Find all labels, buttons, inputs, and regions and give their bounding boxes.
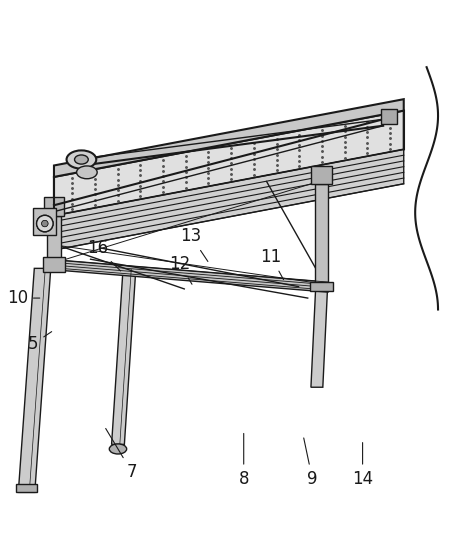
Text: 7: 7 (106, 428, 137, 481)
Text: 5: 5 (28, 332, 51, 353)
Text: 9: 9 (303, 438, 317, 488)
Circle shape (41, 220, 48, 227)
Text: 12: 12 (169, 255, 191, 284)
Polygon shape (42, 257, 65, 271)
Polygon shape (54, 149, 403, 250)
Polygon shape (54, 99, 403, 177)
Ellipse shape (109, 444, 126, 454)
Polygon shape (17, 484, 37, 492)
Polygon shape (309, 282, 332, 291)
Polygon shape (311, 166, 331, 184)
Polygon shape (380, 109, 396, 124)
Polygon shape (47, 216, 61, 259)
Polygon shape (310, 291, 327, 387)
Text: 14: 14 (351, 442, 372, 488)
Polygon shape (44, 198, 64, 216)
Polygon shape (18, 269, 50, 492)
Polygon shape (314, 184, 328, 282)
Ellipse shape (67, 150, 96, 169)
Polygon shape (54, 110, 403, 216)
Polygon shape (47, 259, 328, 292)
Polygon shape (112, 269, 135, 445)
Text: 8: 8 (238, 433, 248, 488)
Ellipse shape (77, 166, 97, 179)
Text: 13: 13 (180, 228, 207, 261)
Text: 11: 11 (260, 248, 283, 280)
Polygon shape (34, 208, 56, 235)
Circle shape (37, 215, 53, 232)
Text: 16: 16 (87, 239, 120, 271)
Ellipse shape (74, 155, 88, 164)
Text: 10: 10 (7, 289, 39, 307)
